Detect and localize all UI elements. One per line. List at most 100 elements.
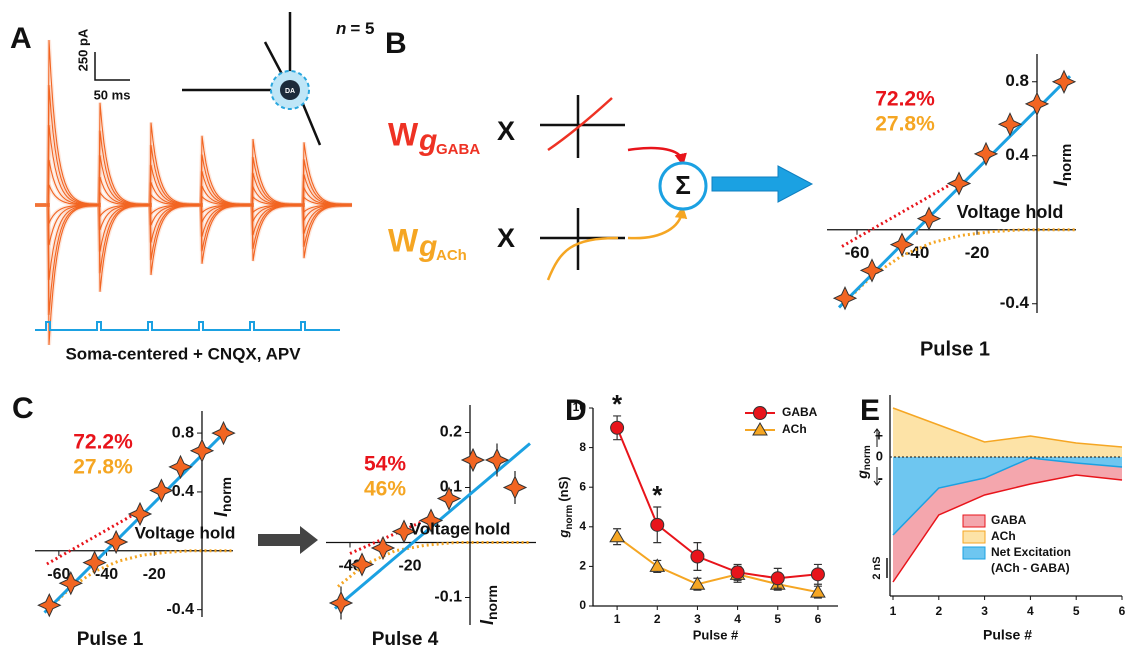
x-tick-label: 6	[1119, 604, 1126, 618]
x-tick-label: 1	[614, 612, 621, 626]
y-tick-label: -0.4	[166, 601, 194, 618]
x-tick-label: 2	[654, 612, 661, 626]
annotation: Voltage hold	[957, 202, 1064, 222]
significance: *	[612, 389, 623, 419]
data-point	[1051, 69, 1077, 94]
data-point	[149, 478, 174, 503]
data-point	[690, 549, 705, 564]
conductance: g	[418, 230, 437, 263]
y-tick-label: 0.8	[1005, 71, 1029, 90]
data-point	[1024, 91, 1050, 117]
times: X	[497, 116, 515, 146]
data-point	[609, 528, 625, 543]
times: X	[497, 223, 515, 253]
y-tick-label: 0.4	[172, 483, 194, 500]
subscript: GABA	[436, 141, 480, 158]
y-label: Inorm	[1051, 144, 1075, 187]
data-point	[418, 508, 444, 533]
fit-line	[46, 508, 144, 566]
area	[893, 457, 1122, 535]
annotation: Voltage hold	[135, 523, 236, 542]
y-tick-label: -0.1	[434, 589, 462, 606]
data-point	[770, 571, 785, 586]
subscript: ACh	[436, 247, 467, 264]
x-tick-label: 5	[774, 612, 781, 626]
legend-label: Net Excitation	[991, 545, 1071, 559]
gaba-percent: 72.2%	[73, 431, 133, 454]
y-label-sub: norm	[862, 445, 873, 470]
y-tick-label: 2	[579, 559, 586, 573]
annotation: Voltage hold	[410, 519, 511, 538]
data-point	[58, 571, 83, 596]
conductance: g	[418, 124, 437, 157]
ach-percent: 46%	[364, 478, 406, 501]
y-tick-label: 10	[573, 400, 587, 414]
data-point	[832, 286, 858, 311]
legend-marker	[753, 406, 767, 420]
y-label-sub: norm	[1058, 144, 1075, 182]
x-tick-label: -40	[905, 243, 930, 262]
area-edge	[892, 457, 1123, 536]
x-tick-label: 3	[694, 612, 701, 626]
y-label-symbol: I	[477, 619, 497, 625]
trace	[35, 204, 353, 346]
pos-label: +	[875, 428, 883, 444]
y-tick-label: 0.1	[440, 479, 462, 496]
data-point	[730, 565, 745, 580]
legend-label: ACh	[991, 529, 1016, 543]
scale-bar	[94, 52, 130, 81]
fit-line	[841, 176, 963, 248]
y-tick-label: 0	[579, 598, 586, 612]
data-point	[810, 567, 825, 582]
legend-label: ACh	[782, 422, 807, 436]
weight: W	[388, 222, 419, 258]
scale-label: 2 nS	[871, 556, 883, 579]
area	[893, 408, 1122, 457]
y-label: gnorm	[854, 445, 873, 480]
y-label: Inorm	[477, 585, 500, 625]
data-point	[810, 584, 826, 598]
transition-arrow	[258, 526, 318, 554]
data-point	[484, 447, 510, 473]
y-label-sub: norm	[484, 585, 500, 620]
y-label-symbol: g	[556, 530, 571, 539]
legend-label: GABA	[782, 405, 818, 419]
scale-label: 50 ms	[94, 87, 131, 102]
data-point	[211, 420, 236, 446]
chart-title: Pulse 1	[920, 338, 990, 360]
x-tick-label: -20	[398, 558, 421, 575]
y-tick-label: 0	[876, 448, 883, 463]
data-point	[391, 519, 417, 544]
y-label: gnorm (nS)	[556, 476, 574, 538]
data-point	[889, 232, 915, 257]
area-edge	[892, 474, 1123, 583]
neuron-icon	[182, 12, 322, 146]
gaba-percent: 72.2%	[875, 88, 935, 111]
x-tick-label: 3	[981, 604, 988, 618]
chart-title: Pulse 4	[372, 629, 439, 650]
data-point	[370, 535, 396, 561]
scale-label: 250 pA	[75, 28, 90, 71]
y-tick-label: 0.4	[1005, 145, 1029, 164]
data-point	[37, 593, 62, 618]
area	[893, 457, 1122, 582]
y-label-symbol: I	[1051, 180, 1072, 186]
x-tick-label: -60	[845, 243, 870, 262]
y-tick-label: 0.8	[172, 424, 194, 441]
x-tick-label: 2	[935, 604, 942, 618]
data-point	[916, 206, 942, 231]
ach-percent: 27.8%	[73, 456, 133, 479]
panel-label: E	[860, 394, 880, 427]
data-point	[349, 552, 375, 577]
panel-label: A	[10, 22, 32, 55]
n-label: n = 5	[336, 19, 375, 38]
axis-arrows	[873, 428, 881, 486]
data-point	[436, 486, 462, 511]
data-point	[946, 171, 972, 196]
y-tick-label: 4	[579, 519, 586, 533]
x-tick-label: 1	[890, 604, 897, 618]
y-label-symbol: I	[211, 511, 231, 517]
traces	[35, 39, 353, 346]
data-point	[973, 141, 999, 167]
